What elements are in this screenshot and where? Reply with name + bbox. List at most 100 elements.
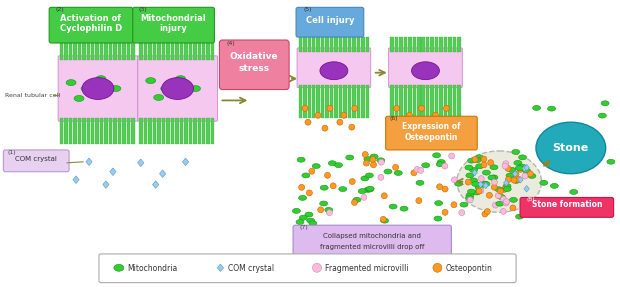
Ellipse shape (482, 170, 490, 175)
Bar (356, 85, 360, 118)
Circle shape (443, 105, 449, 111)
Text: Stone: Stone (552, 143, 589, 153)
Circle shape (305, 119, 311, 125)
Bar (188, 43, 192, 60)
Bar (131, 118, 135, 144)
Ellipse shape (476, 164, 484, 169)
Bar (408, 37, 412, 52)
Ellipse shape (480, 181, 489, 186)
Circle shape (394, 105, 400, 111)
Circle shape (528, 171, 533, 177)
Circle shape (349, 124, 355, 130)
Text: (7): (7) (299, 225, 308, 230)
Circle shape (459, 210, 465, 216)
Bar (91, 43, 94, 60)
Bar (399, 37, 402, 52)
Ellipse shape (518, 164, 526, 169)
Ellipse shape (476, 185, 483, 190)
Text: Mitochondria: Mitochondria (127, 264, 177, 273)
Bar (175, 118, 179, 144)
Bar (184, 43, 188, 60)
Text: Stone formation: Stone formation (531, 200, 602, 210)
Ellipse shape (466, 195, 474, 201)
Bar (321, 37, 324, 52)
Circle shape (432, 112, 438, 118)
Bar (343, 85, 347, 118)
Ellipse shape (82, 78, 114, 99)
Polygon shape (153, 181, 159, 188)
Polygon shape (524, 164, 529, 171)
Ellipse shape (503, 187, 512, 191)
FancyBboxPatch shape (297, 48, 371, 88)
Text: fragmented microvilli drop off: fragmented microvilli drop off (319, 244, 424, 250)
Ellipse shape (325, 208, 333, 212)
Bar (184, 118, 188, 144)
Text: COM crystal: COM crystal (228, 264, 275, 273)
Ellipse shape (366, 186, 374, 191)
Ellipse shape (536, 122, 606, 174)
Circle shape (497, 188, 503, 194)
Bar (91, 118, 94, 144)
Ellipse shape (364, 156, 372, 162)
Ellipse shape (508, 167, 516, 172)
Ellipse shape (601, 101, 609, 106)
Polygon shape (503, 180, 509, 186)
Circle shape (312, 263, 321, 272)
Circle shape (416, 198, 422, 203)
Ellipse shape (506, 173, 514, 178)
Circle shape (362, 152, 368, 158)
Circle shape (451, 177, 458, 183)
Bar (131, 43, 135, 60)
Ellipse shape (469, 178, 477, 183)
Bar (390, 85, 394, 118)
FancyBboxPatch shape (389, 48, 463, 88)
FancyBboxPatch shape (520, 197, 614, 217)
Bar (64, 118, 68, 144)
Circle shape (378, 174, 384, 180)
Bar (78, 43, 81, 60)
Text: COM crystal: COM crystal (16, 156, 57, 162)
Ellipse shape (466, 193, 474, 198)
Circle shape (315, 112, 321, 118)
Text: (3): (3) (139, 7, 148, 12)
Ellipse shape (353, 197, 361, 202)
Circle shape (522, 173, 528, 179)
Bar (308, 37, 311, 52)
Bar (352, 37, 356, 52)
Polygon shape (483, 182, 489, 189)
Ellipse shape (114, 264, 124, 271)
Bar (127, 43, 130, 60)
Ellipse shape (74, 96, 84, 101)
Ellipse shape (473, 190, 481, 195)
Bar (422, 37, 425, 52)
Ellipse shape (436, 162, 444, 167)
Bar (206, 118, 210, 144)
Circle shape (407, 112, 412, 118)
Ellipse shape (96, 76, 106, 82)
Ellipse shape (570, 189, 578, 194)
Text: Osteopontin: Osteopontin (405, 133, 458, 142)
Ellipse shape (522, 208, 529, 213)
FancyBboxPatch shape (219, 40, 289, 90)
Bar (422, 85, 425, 118)
Circle shape (495, 193, 501, 199)
Circle shape (500, 208, 507, 214)
Ellipse shape (366, 187, 373, 192)
Circle shape (440, 124, 446, 130)
Text: Mitochondrial: Mitochondrial (141, 14, 206, 23)
Circle shape (503, 199, 510, 205)
Bar (109, 118, 112, 144)
FancyBboxPatch shape (133, 7, 215, 43)
Bar (122, 43, 126, 60)
Circle shape (505, 166, 511, 172)
Bar (334, 37, 338, 52)
Bar (339, 85, 342, 118)
Circle shape (481, 156, 487, 162)
Ellipse shape (457, 151, 541, 212)
Ellipse shape (465, 165, 473, 170)
Ellipse shape (489, 175, 497, 180)
Ellipse shape (435, 201, 443, 205)
Bar (180, 118, 183, 144)
Circle shape (486, 192, 492, 198)
Polygon shape (217, 264, 224, 272)
